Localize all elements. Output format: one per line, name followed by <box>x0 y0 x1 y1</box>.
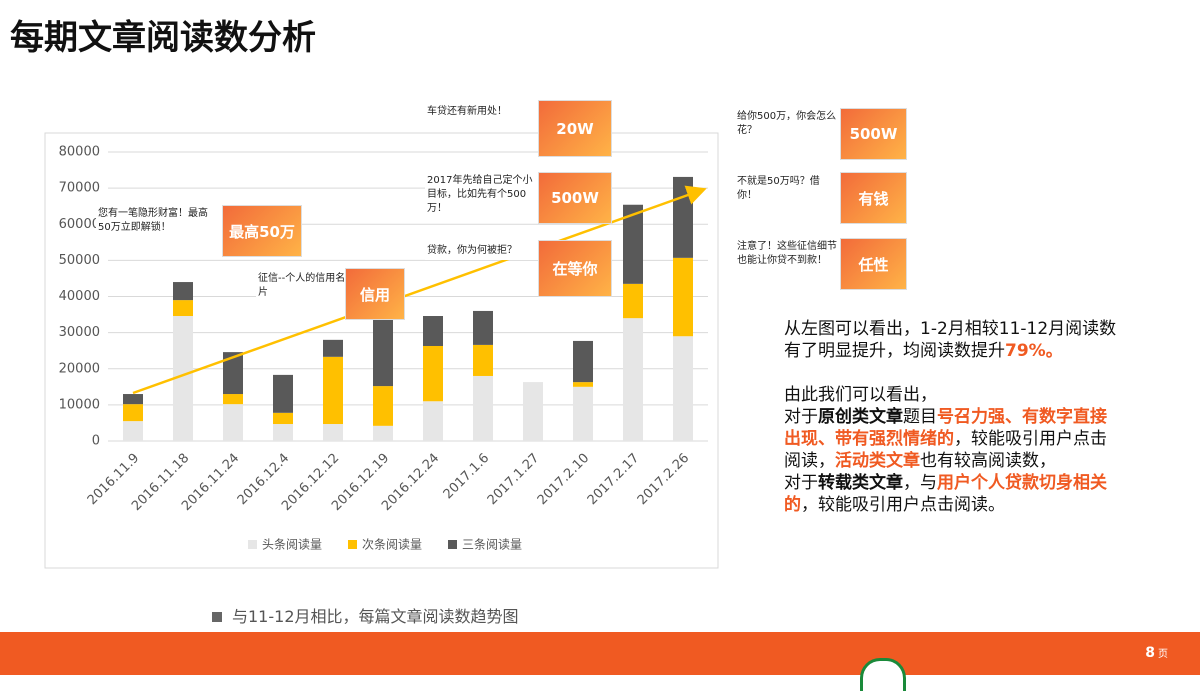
text-run: 对于 <box>784 473 818 493</box>
callout-text: 给你500万，你会怎么花？ <box>735 108 839 140</box>
bar-segment <box>573 386 593 441</box>
line: 由此我们可以看出， <box>784 384 1119 406</box>
bar-segment <box>423 345 443 402</box>
callout-text: 车贷还有新用处！ <box>425 103 539 121</box>
y-tick-label: 70000 <box>59 181 100 196</box>
bar-segment <box>573 340 593 383</box>
bar-segment <box>573 382 593 387</box>
paragraph: 从左图可以看出，1-2月相较11-12月阅读数有了明显提升，均阅读数提升79%。 <box>784 318 1119 362</box>
y-tick-label: 60000 <box>59 217 100 232</box>
bar-segment <box>673 257 693 337</box>
callout-image: 500W <box>840 108 907 160</box>
text-run: 原创类文章 <box>818 407 903 427</box>
bar-segment <box>173 300 193 317</box>
y-tick-label: 10000 <box>59 397 100 412</box>
bar-segment <box>623 283 643 319</box>
callout-image: 500W <box>538 172 612 224</box>
bar-segment <box>323 424 343 441</box>
bar-segment <box>473 310 493 345</box>
text-run: 从左图可以看出，1-2月相较11-12月阅读数有了明显提升，均阅读数提升 <box>784 319 1117 361</box>
analysis-text: 从左图可以看出，1-2月相较11-12月阅读数有了明显提升，均阅读数提升79%。… <box>784 318 1119 538</box>
bar-segment <box>473 375 493 441</box>
y-tick-label: 20000 <box>59 361 100 376</box>
legend-swatch <box>248 540 257 549</box>
callout-image: 最高50万 <box>222 205 302 257</box>
callout-image: 有钱 <box>840 172 907 224</box>
callout-text: 征信--个人的信用名片 <box>256 270 350 302</box>
bar-segment <box>273 424 293 441</box>
bar-segment <box>373 425 393 441</box>
callout-image: 20W <box>538 100 612 157</box>
page: 8 <box>1145 645 1155 661</box>
text-run: 也有较高阅读数， <box>920 451 1056 471</box>
line: 从左图可以看出，1-2月相较11-12月阅读数有了明显提升，均阅读数提升79%。 <box>784 318 1119 362</box>
chart-caption: 与11-12月相比，每篇文章阅读数趋势图 <box>212 603 519 627</box>
bar-segment <box>223 394 243 405</box>
bar-segment <box>173 282 193 301</box>
bar-segment <box>123 421 143 441</box>
callout-text: 您有一笔隐形财富！最高50万立即解锁！ <box>96 205 222 237</box>
paragraph: 由此我们可以看出， 对于原创类文章题目号召力强、有数字直接出现、带有强烈情绪的，较… <box>784 384 1119 516</box>
bar-segment <box>423 316 443 346</box>
line: 对于转载类文章，与用户个人贷款切身相关的，较能吸引用户点击阅读。 <box>784 472 1119 516</box>
y-tick-label: 30000 <box>59 325 100 340</box>
bar-segment <box>323 339 343 357</box>
bar-segment <box>373 386 393 426</box>
text-run: 79%。 <box>1005 341 1063 361</box>
bar-segment <box>523 382 543 441</box>
legend-swatch <box>348 540 357 549</box>
bar-segment <box>323 356 343 425</box>
bar-segment <box>273 374 293 413</box>
callout-image: 信用 <box>345 268 405 320</box>
legend-swatch <box>448 540 457 549</box>
bar-segment <box>223 352 243 395</box>
text-run: 用户个人贷款切身相关的 <box>784 473 1107 515</box>
bar-segment <box>473 344 493 376</box>
bar-segment <box>623 318 643 441</box>
bar-segment <box>223 404 243 441</box>
line: 对于原创类文章题目号召力强、有数字直接出现、带有强烈情绪的，较能吸引用户点击阅读… <box>784 406 1119 472</box>
legend-label: 三条阅读量 <box>462 538 522 552</box>
text-run: ，与 <box>903 473 937 493</box>
text-run: 题目 <box>903 407 937 427</box>
callout-image: 任性 <box>840 238 907 290</box>
y-tick-label: 40000 <box>59 289 100 304</box>
y-tick-label: 0 <box>92 434 100 449</box>
bar-segment <box>673 336 693 441</box>
text-run: ，较能吸引用户点击阅读， <box>784 429 1107 471</box>
text-run: 由此我们可以看出， <box>784 385 937 405</box>
text-run: ，较能吸引用户点击阅读。 <box>801 495 1005 515</box>
callout-text: 2017年先给自己定个小目标，比如先有个500万！ <box>425 172 539 218</box>
bar-segment <box>423 401 443 441</box>
bar-segment <box>273 412 293 425</box>
bar-segment <box>123 404 143 422</box>
page-unit: 页 <box>1158 649 1168 660</box>
callout-text: 不就是50万吗？借你！ <box>735 173 839 205</box>
slide: 每期文章阅读数分析 0 10000 20000 30000 40000 50000 6000… <box>0 0 1200 675</box>
bar-segment <box>173 316 193 441</box>
callout-text: 注意了！这些征信细节也能让你贷不到款！ <box>735 238 839 270</box>
text-run: 对于 <box>784 407 818 427</box>
callout-image: 在等你 <box>538 240 612 297</box>
y-tick-label: 80000 <box>59 145 100 160</box>
callout-text: 贷款，你为何被拒？ <box>425 242 539 260</box>
legend-label: 头条阅读量 <box>262 538 322 552</box>
legend-label: 次条阅读量 <box>362 538 422 552</box>
text-run: 转载类文章 <box>818 473 903 493</box>
text-run: 活动类文章 <box>835 451 920 471</box>
slide-title: 每期文章阅读数分析 <box>10 18 316 58</box>
y-tick-label: 50000 <box>59 253 100 268</box>
text-run: 号召力强、有数字直接出现、带有强烈情绪的 <box>784 407 1107 449</box>
bar-segment <box>123 394 143 405</box>
bar-segment <box>373 319 393 387</box>
bar-segment <box>623 204 643 284</box>
bar-segment <box>673 176 693 258</box>
